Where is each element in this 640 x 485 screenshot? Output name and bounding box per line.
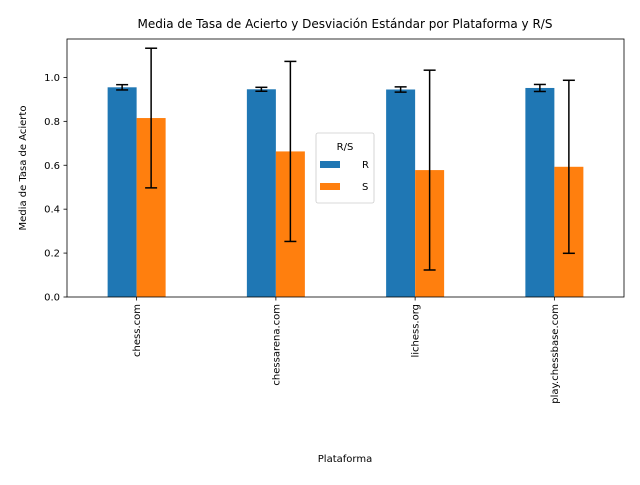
y-tick-label-3: 0.6 bbox=[44, 161, 60, 172]
bar-r-3 bbox=[525, 87, 555, 297]
x-tick-label-0: chess.com bbox=[132, 304, 143, 357]
error-bar-r-2 bbox=[394, 86, 407, 93]
y-tick-label-2: 0.4 bbox=[44, 205, 60, 216]
plot-area: 0.0 0.2 0.4 0.6 0.8 1.0 chess.com chessarena.co… bbox=[44, 38, 625, 404]
y-tick-label-5: 1.0 bbox=[44, 73, 60, 84]
legend-title: R/S bbox=[337, 142, 354, 153]
error-bar-s-1 bbox=[284, 60, 297, 243]
x-axis-label: Plataforma bbox=[318, 454, 372, 465]
legend-label-r: R bbox=[362, 160, 369, 171]
error-bar-s-3 bbox=[562, 79, 575, 255]
error-bar-s-0 bbox=[145, 47, 158, 189]
bar-r-1 bbox=[246, 89, 276, 297]
bar-r-0 bbox=[107, 87, 137, 297]
error-bar-r-1 bbox=[255, 86, 268, 93]
legend-label-s: S bbox=[362, 182, 368, 193]
legend-swatch-s bbox=[320, 183, 340, 190]
chart-title: Media de Tasa de Acierto y Desviación Es… bbox=[138, 17, 553, 31]
y-tick-label-0: 0.0 bbox=[44, 293, 60, 304]
error-bar-s-2 bbox=[423, 69, 436, 271]
x-tick-label-2: lichess.org bbox=[411, 304, 422, 358]
legend-swatch-r bbox=[320, 161, 340, 168]
y-tick-label-1: 0.2 bbox=[44, 249, 60, 260]
error-bar-r-3 bbox=[533, 83, 546, 93]
error-bar-r-0 bbox=[116, 83, 129, 91]
plot-frame bbox=[66, 38, 625, 298]
y-axis-label: Media de Tasa de Acierto bbox=[18, 106, 29, 231]
x-tick-label-1: chessarena.com bbox=[271, 304, 282, 386]
legend: R/S RS bbox=[315, 132, 375, 204]
bar-r-2 bbox=[386, 89, 416, 297]
x-tick-label-3: play.chessbase.com bbox=[550, 304, 561, 404]
y-tick-label-4: 0.8 bbox=[44, 117, 60, 128]
